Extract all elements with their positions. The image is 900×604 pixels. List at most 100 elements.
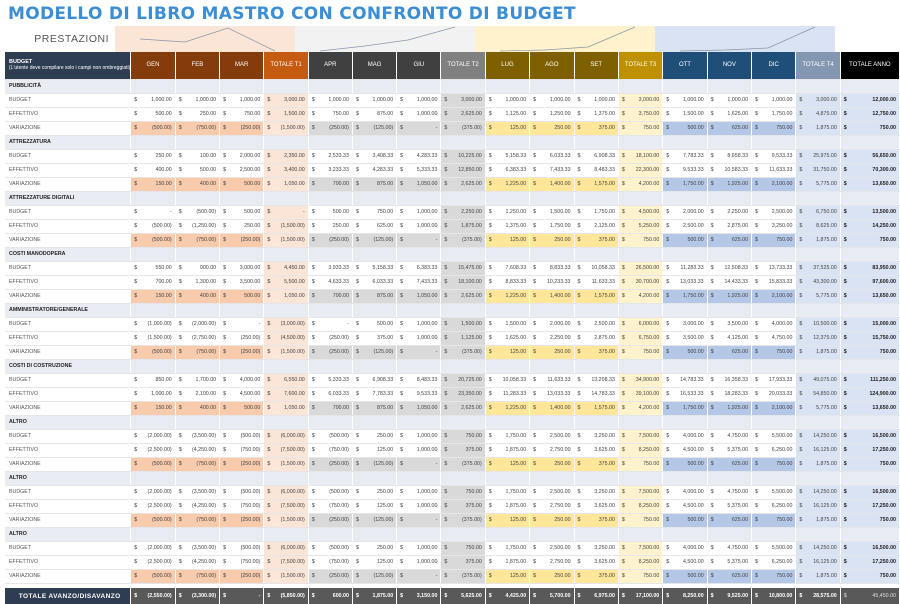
value-cell-ott[interactable]: $14,783.33 <box>662 373 708 388</box>
value-cell-ott[interactable]: $13,033.33 <box>662 275 708 290</box>
value-cell-giu[interactable]: $8,483.33 <box>396 373 442 388</box>
value-cell-totale-anno[interactable]: $16,500.00 <box>839 429 900 444</box>
value-cell-mar[interactable]: $ (750.00) <box>219 499 265 514</box>
value-cell-nov[interactable]: $10,583.33 <box>707 163 753 178</box>
value-cell-ott[interactable]: $11,283.33 <box>662 261 708 276</box>
value-cell-dic[interactable]: $6,250.00 <box>751 555 797 570</box>
value-cell-gen[interactable]: $1,000.00 <box>130 93 176 108</box>
value-cell-gen[interactable]: $ (500.00) <box>130 233 176 248</box>
value-cell-feb[interactable]: $1,000.00 <box>175 93 221 108</box>
value-cell-dic[interactable]: $13,733.33 <box>751 261 797 276</box>
value-cell-set[interactable]: $1,575.00 <box>574 289 619 304</box>
value-cell-mar[interactable]: $ - <box>219 317 265 332</box>
value-cell-giu[interactable]: $1,000.00 <box>396 219 442 234</box>
value-cell-nov[interactable]: $625.00 <box>707 457 753 472</box>
value-cell-nov[interactable]: $625.00 <box>707 121 753 136</box>
value-cell-gen[interactable]: $ (1,000.00) <box>130 317 176 332</box>
value-cell-lug[interactable]: $1,625.00 <box>485 331 531 346</box>
value-cell-nov[interactable]: $18,283.33 <box>707 387 753 402</box>
value-cell-set[interactable]: $1,375.00 <box>574 107 619 122</box>
value-cell-dic[interactable]: $750.00 <box>751 457 797 472</box>
value-cell-totale-t1[interactable]: $ (6,000.00) <box>263 541 309 556</box>
value-cell-ott[interactable]: $1,000.00 <box>662 93 708 108</box>
total-cell-apr[interactable]: $600.00 <box>308 588 353 604</box>
value-cell-ago[interactable]: $7,433.33 <box>529 163 575 178</box>
value-cell-totale-t3[interactable]: $30,700.00 <box>618 275 664 290</box>
total-cell-nov[interactable]: $9,525.00 <box>707 588 753 604</box>
value-cell-ott[interactable]: $500.00 <box>662 233 708 248</box>
value-cell-lug[interactable]: $125.00 <box>485 513 531 528</box>
value-cell-totale-t1[interactable]: $ (6,000.00) <box>263 429 309 444</box>
value-cell-apr[interactable]: $ (750.00) <box>308 555 353 570</box>
value-cell-lug[interactable]: $1,750.00 <box>485 485 531 500</box>
value-cell-gen[interactable]: $ (1,500.00) <box>130 331 176 346</box>
value-cell-totale-t1[interactable]: $ (4,500.00) <box>263 331 309 346</box>
value-cell-gen[interactable]: $ (500.00) <box>130 457 176 472</box>
value-cell-set[interactable]: $1,575.00 <box>574 401 619 416</box>
value-cell-totale-t2[interactable]: $750.00 <box>440 485 486 500</box>
value-cell-totale-t3[interactable]: $750.00 <box>618 457 664 472</box>
value-cell-totale-anno[interactable]: $70,300.00 <box>839 163 900 178</box>
value-cell-nov[interactable]: $5,375.00 <box>707 555 753 570</box>
value-cell-totale-t4[interactable]: $12,375.00 <box>795 331 841 346</box>
value-cell-mag[interactable]: $250.00 <box>352 429 398 444</box>
value-cell-ago[interactable]: $2,250.00 <box>529 331 575 346</box>
value-cell-apr[interactable]: $ (500.00) <box>308 485 353 500</box>
value-cell-totale-t1[interactable]: $ (1,500.00) <box>263 233 309 248</box>
value-cell-dic[interactable]: $5,500.00 <box>751 541 797 556</box>
value-cell-nov[interactable]: $2,250.00 <box>707 205 753 220</box>
value-cell-gen[interactable]: $850.00 <box>130 373 176 388</box>
value-cell-feb[interactable]: $1,300.00 <box>175 275 221 290</box>
value-cell-totale-anno[interactable]: $16,500.00 <box>839 485 900 500</box>
value-cell-apr[interactable]: $2,533.33 <box>308 149 353 164</box>
value-cell-apr[interactable]: $ (250.00) <box>308 233 353 248</box>
value-cell-mag[interactable]: $ (125.00) <box>352 121 398 136</box>
value-cell-totale-t1[interactable]: $1,050.00 <box>263 401 309 416</box>
value-cell-totale-t4[interactable]: $5,775.00 <box>795 177 841 192</box>
value-cell-totale-t4[interactable]: $1,875.00 <box>795 345 841 360</box>
value-cell-mar[interactable]: $1,000.00 <box>219 93 265 108</box>
value-cell-totale-t3[interactable]: $18,100.00 <box>618 149 664 164</box>
value-cell-dic[interactable]: $2,100.00 <box>751 177 797 192</box>
value-cell-totale-t1[interactable]: $1,050.00 <box>263 177 309 192</box>
value-cell-dic[interactable]: $750.00 <box>751 121 797 136</box>
value-cell-totale-anno[interactable]: $750.00 <box>839 513 900 528</box>
value-cell-giu[interactable]: $ - <box>396 121 442 136</box>
value-cell-dic[interactable]: $750.00 <box>751 513 797 528</box>
value-cell-giu[interactable]: $ - <box>396 233 442 248</box>
value-cell-totale-t3[interactable]: $26,500.00 <box>618 261 664 276</box>
value-cell-gen[interactable]: $ (500.00) <box>130 345 176 360</box>
value-cell-ago[interactable]: $2,000.00 <box>529 317 575 332</box>
value-cell-feb[interactable]: $250.00 <box>175 107 221 122</box>
value-cell-ago[interactable]: $2,750.00 <box>529 443 575 458</box>
total-cell-ago[interactable]: $5,700.00 <box>529 588 575 604</box>
value-cell-totale-t3[interactable]: $34,900.00 <box>618 373 664 388</box>
value-cell-mag[interactable]: $875.00 <box>352 177 398 192</box>
value-cell-totale-anno[interactable]: $14,250.00 <box>839 219 900 234</box>
value-cell-feb[interactable]: $ (750.00) <box>175 457 221 472</box>
value-cell-ago[interactable]: $1,250.00 <box>529 107 575 122</box>
value-cell-totale-anno[interactable]: $17,250.00 <box>839 499 900 514</box>
value-cell-totale-t1[interactable]: $ (6,000.00) <box>263 485 309 500</box>
value-cell-totale-t4[interactable]: $1,875.00 <box>795 457 841 472</box>
value-cell-dic[interactable]: $750.00 <box>751 569 797 584</box>
value-cell-mar[interactable]: $ (250.00) <box>219 233 265 248</box>
value-cell-totale-t2[interactable]: $12,850.00 <box>440 163 486 178</box>
value-cell-totale-t1[interactable]: $ (1,500.00) <box>263 121 309 136</box>
value-cell-lug[interactable]: $1,500.00 <box>485 317 531 332</box>
value-cell-mar[interactable]: $ (250.00) <box>219 121 265 136</box>
value-cell-totale-t3[interactable]: $750.00 <box>618 121 664 136</box>
value-cell-totale-t4[interactable]: $16,125.00 <box>795 499 841 514</box>
value-cell-totale-t1[interactable]: $3,000.00 <box>263 93 309 108</box>
value-cell-gen[interactable]: $250.00 <box>130 149 176 164</box>
value-cell-apr[interactable]: $ (250.00) <box>308 457 353 472</box>
value-cell-set[interactable]: $3,625.00 <box>574 499 619 514</box>
value-cell-ago[interactable]: $1,400.00 <box>529 289 575 304</box>
value-cell-mag[interactable]: $500.00 <box>352 317 398 332</box>
value-cell-lug[interactable]: $6,383.33 <box>485 163 531 178</box>
value-cell-totale-t2[interactable]: $1,125.00 <box>440 331 486 346</box>
value-cell-totale-t3[interactable]: $8,250.00 <box>618 443 664 458</box>
value-cell-giu[interactable]: $ - <box>396 569 442 584</box>
value-cell-set[interactable]: $2,500.00 <box>574 317 619 332</box>
value-cell-mar[interactable]: $2,000.00 <box>219 149 265 164</box>
